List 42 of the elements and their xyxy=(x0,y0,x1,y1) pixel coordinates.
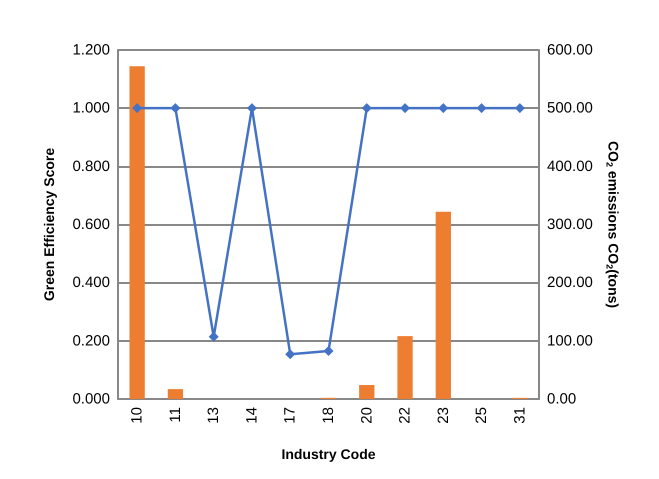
bar xyxy=(397,336,413,399)
point xyxy=(324,346,334,356)
point xyxy=(476,103,487,114)
x-tick-label: 22 xyxy=(396,407,414,424)
y2-axis-title: CO2 emissions CO2(tons) xyxy=(604,140,622,308)
x-tick-label: 25 xyxy=(473,407,490,424)
y-tick-label: 0.400 xyxy=(72,274,110,292)
y-tick-label: 0.600 xyxy=(72,216,110,233)
y2-tick-label: 200.00 xyxy=(547,274,593,292)
x-tick-label: 23 xyxy=(434,407,452,424)
point xyxy=(285,349,296,360)
y-tick-label: 0.000 xyxy=(72,390,110,408)
x-tick-label: 11 xyxy=(166,407,184,423)
x-tick-label: 14 xyxy=(243,407,260,424)
bar xyxy=(168,389,184,399)
y2-tick-label: 500.00 xyxy=(547,100,593,117)
x-tick-label: 20 xyxy=(358,407,376,424)
x-tick-label: 17 xyxy=(282,407,299,424)
point xyxy=(438,103,448,114)
y-axis-title: Green Efficiency Score xyxy=(41,148,57,302)
x-tick-label: 13 xyxy=(205,407,222,424)
y2-tick-label: 0.00 xyxy=(547,390,576,408)
x-tick-label: 31 xyxy=(511,407,528,424)
y-tick-label: 0.200 xyxy=(72,332,110,350)
y-tick-label: 1.000 xyxy=(72,100,110,117)
bar xyxy=(129,66,145,399)
y2-tick-label: 600.00 xyxy=(547,42,593,58)
y-tick-label: 0.800 xyxy=(72,158,110,175)
y2-tick-label: 100.00 xyxy=(547,332,593,350)
y2-tick-label: 300.00 xyxy=(547,216,593,233)
point xyxy=(514,103,525,114)
y2-tick-label: 400.00 xyxy=(547,158,593,175)
point xyxy=(362,103,372,114)
x-tick-label: 10 xyxy=(128,407,146,424)
bar xyxy=(436,212,451,399)
point xyxy=(132,103,142,114)
x-tick-label: 18 xyxy=(320,407,337,424)
bar xyxy=(359,385,374,399)
y-tick-label: 1.200 xyxy=(72,42,110,58)
x-axis-title: Industry Code xyxy=(281,446,376,462)
point xyxy=(400,103,410,114)
point xyxy=(170,103,180,114)
